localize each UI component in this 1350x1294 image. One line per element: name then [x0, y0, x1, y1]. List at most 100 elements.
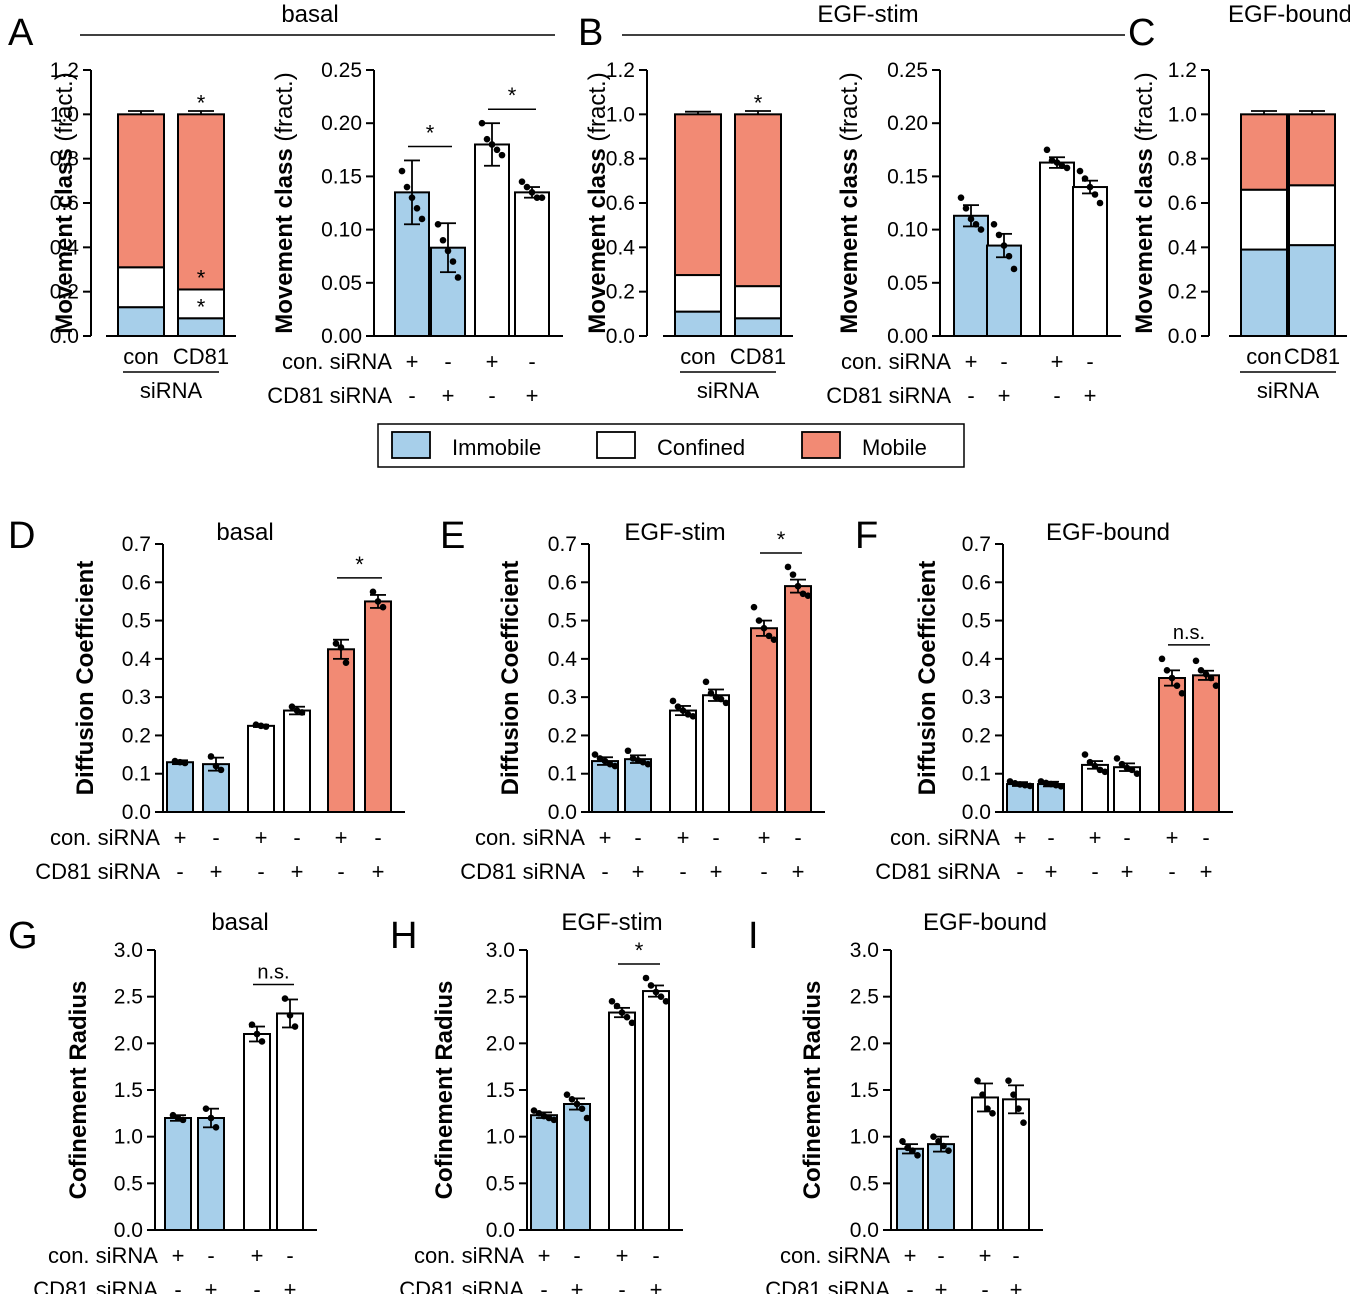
chart-b2-y-label: Movement class (fract.) — [836, 72, 863, 333]
legend-label-confined: Confined — [657, 435, 745, 460]
chart-e-data-point — [624, 747, 632, 755]
chart-i-y-tick-label: 2.5 — [850, 986, 879, 1009]
chart-b2-data-point — [1086, 183, 1094, 191]
chart-i-data-point — [935, 1138, 942, 1145]
chart-h-con-sign: - — [573, 1243, 580, 1268]
chart-b2-data-point — [1053, 159, 1061, 166]
chart-h-data-point — [628, 1019, 636, 1027]
chart-e-data-point — [679, 707, 687, 714]
chart-f-cd81-sign: - — [1091, 859, 1098, 884]
chart-d-data-point — [298, 709, 306, 716]
chart-b2-data-point — [995, 231, 1003, 239]
chart-a2-con-sign: - — [444, 349, 451, 374]
chart-i-cd81-sign: - — [981, 1277, 988, 1294]
chart-f-data-point — [1158, 655, 1166, 663]
chart-g-data-point — [291, 1023, 299, 1030]
panel-label-d: D — [8, 515, 35, 557]
chart-a2-y-tick-label: 0.15 — [321, 165, 362, 188]
chart-g-data-point — [248, 1021, 256, 1028]
chart-f-con-sign: - — [1123, 825, 1130, 850]
chart-f-data-point — [1052, 781, 1060, 789]
chart-i-cd81-sign: + — [1010, 1277, 1023, 1294]
chart-h-con-sign: + — [616, 1243, 629, 1268]
chart-d-data-point — [176, 758, 184, 766]
chart-b2-bar — [1039, 161, 1075, 337]
chart-a2-data-point — [444, 247, 452, 255]
chart-g-cd81-sign: - — [253, 1277, 260, 1294]
chart-h-cd81-sign: + — [571, 1277, 584, 1294]
chart-d-data-point — [212, 762, 220, 770]
chart-a1-segment-mobile — [117, 113, 165, 269]
chart-g-con-sign: + — [172, 1243, 185, 1268]
chart-b2-con-sign: - — [1086, 349, 1093, 374]
chart-a2-data-point — [418, 215, 426, 223]
chart-a2-data-point — [518, 178, 526, 186]
chart-e-data-point — [722, 699, 730, 707]
chart-e-con-sign: + — [758, 825, 771, 850]
chart-a1-y-tick-label: 1.0 — [50, 103, 79, 126]
chart-h-y-tick-label: 1.0 — [486, 1126, 515, 1149]
chart-a1-y-tick-label: 0.4 — [50, 236, 80, 259]
chart-i-bar — [1002, 1098, 1030, 1232]
chart-f-con-sign: + — [1014, 825, 1027, 850]
chart-d-data-point — [332, 640, 340, 647]
legend-box — [377, 423, 965, 468]
chart-c1-y-label: Movement class (fract.) — [1131, 72, 1158, 333]
chart-f-data-point — [1011, 779, 1019, 787]
panel-label-f: F — [855, 515, 878, 557]
chart-i-row-label-con: con. siRNA — [780, 1243, 890, 1268]
chart-f-con-sign: + — [1166, 825, 1179, 850]
chart-g-data-point — [179, 1116, 187, 1124]
chart-d-data-point — [379, 603, 387, 611]
chart-a1-y-tick-label: 0.2 — [50, 281, 79, 304]
chart-f-y-tick-label: 0.2 — [962, 724, 991, 747]
chart-c1-segment-immobile — [1240, 248, 1288, 337]
chart-h-data-point — [618, 1009, 626, 1016]
chart-d-con-sign: + — [255, 825, 268, 850]
chart-i-y-tick-label: 0.0 — [850, 1219, 879, 1242]
chart-e-data-point — [611, 762, 619, 770]
chart-e-row-label-con: con. siRNA — [475, 825, 585, 850]
chart-h-data-point — [662, 998, 670, 1005]
chart-h-bar — [563, 1103, 591, 1231]
chart-e-data-point — [596, 755, 604, 762]
chart-d-row-label-con: con. siRNA — [50, 825, 160, 850]
chart-b1-segment-immobile — [674, 310, 722, 338]
chart-i-row-label-cd81: CD81 siRNA — [765, 1277, 890, 1294]
chart-e-y-tick-label: 0.7 — [548, 533, 577, 556]
chart-h-data-point — [568, 1096, 576, 1103]
chart-e-data-point — [606, 760, 614, 768]
chart-i-data-point — [940, 1142, 947, 1150]
chart-f-cd81-sign: + — [1121, 859, 1134, 884]
chart-f-data-point — [1096, 766, 1104, 774]
chart-i-data-point — [1020, 1119, 1027, 1126]
chart-b1-y-label-suffix: (fract.) — [584, 72, 611, 148]
chart-e-y-tick-label: 0.0 — [548, 801, 577, 824]
chart-b2-data-point — [1005, 252, 1013, 260]
chart-c1-y-tick-label: 0.8 — [1168, 148, 1197, 171]
chart-a2-y-label: Movement class (fract.) — [271, 72, 298, 333]
chart-g-data-point — [212, 1124, 220, 1131]
chart-a1-significance-star: * — [197, 265, 206, 290]
chart-f-data-point — [1173, 682, 1181, 689]
chart-a1-significance-star: * — [197, 90, 206, 115]
chart-f-y-tick-label: 0.6 — [962, 571, 991, 594]
chart-b1-y-tick-label: 1.0 — [606, 103, 635, 126]
chart-g-y-tick-label: 3.0 — [114, 939, 143, 962]
chart-d-data-point — [207, 753, 215, 760]
chart-e-significance-label: * — [777, 527, 786, 552]
chart-d-con-sign: - — [374, 825, 381, 850]
chart-d-y-label: Diffusion Coefficient — [72, 561, 99, 796]
chart-h-data-point — [550, 1116, 558, 1124]
chart-g-data-point — [202, 1105, 210, 1112]
chart-i-data-point — [1005, 1077, 1012, 1084]
chart-h-title: EGF-stim — [561, 909, 662, 936]
chart-d-cd81-sign: + — [291, 859, 304, 884]
chart-c1-y-tick-label: 0.2 — [1168, 281, 1197, 304]
chart-a2-con-sign: - — [528, 349, 535, 374]
chart-e-data-point — [639, 758, 647, 766]
chart-f-data-point — [1086, 758, 1094, 766]
chart-a2-data-point — [493, 146, 501, 154]
chart-b2-data-point — [990, 220, 998, 228]
chart-h-cd81-sign: - — [540, 1277, 547, 1294]
